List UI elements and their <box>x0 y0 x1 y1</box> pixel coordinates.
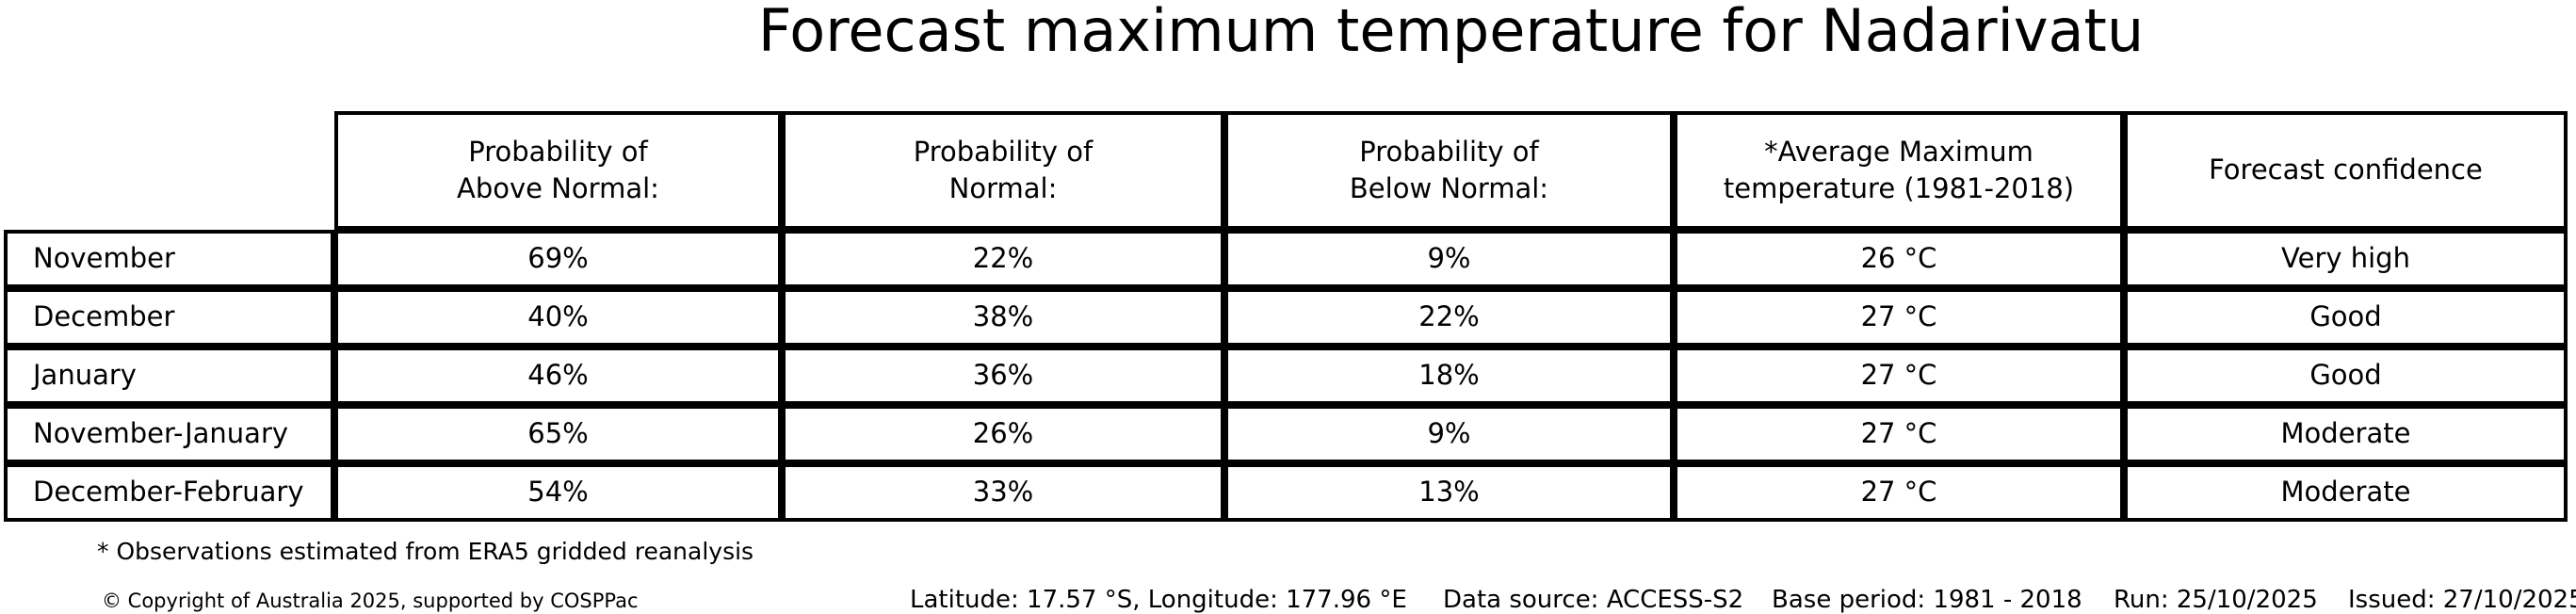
col-header-line: Forecast confidence <box>2209 154 2483 186</box>
row-label: January <box>4 347 334 405</box>
col-header-line: Normal: <box>948 172 1058 204</box>
base-period-text: Base period: 1981 - 2018 <box>1772 586 2082 614</box>
row-label: November <box>4 230 334 288</box>
copyright-text: © Copyright of Australia 2025, supported… <box>102 590 639 612</box>
table-row-december-february: December-February 54% 33% 13% 27 °C Mode… <box>4 463 2568 522</box>
cell-confidence: Good <box>2124 347 2568 405</box>
page-title: Forecast maximum temperature for Nadariv… <box>757 0 2145 65</box>
cell-above-normal: 54% <box>334 463 782 522</box>
cell-avg-max-temp: 27 °C <box>1674 405 2124 463</box>
data-source-text: Data source: ACCESS-S2 <box>1443 586 1744 614</box>
forecast-table: Probability of Above Normal: Probability… <box>4 111 2568 522</box>
col-header-line: temperature (1981-2018) <box>1723 172 2075 204</box>
cell-normal: 33% <box>782 463 1224 522</box>
row-label: December-February <box>4 463 334 522</box>
cell-above-normal: 40% <box>334 288 782 347</box>
cell-normal: 26% <box>782 405 1224 463</box>
cell-below-normal: 13% <box>1224 463 1674 522</box>
table-row-january: January 46% 36% 18% 27 °C Good <box>4 347 2568 405</box>
table-row-december: December 40% 38% 22% 27 °C Good <box>4 288 2568 347</box>
cell-normal: 36% <box>782 347 1224 405</box>
cell-above-normal: 69% <box>334 230 782 288</box>
table-row-november-january: November-January 65% 26% 9% 27 °C Modera… <box>4 405 2568 463</box>
col-header-avg-max-temp: *Average Maximum temperature (1981-2018) <box>1674 111 2124 230</box>
col-header-above-normal: Probability of Above Normal: <box>334 111 782 230</box>
cell-confidence: Moderate <box>2124 463 2568 522</box>
cell-confidence: Moderate <box>2124 405 2568 463</box>
col-header-line: Probability of <box>468 135 648 168</box>
table-row-november: November 69% 22% 9% 26 °C Very high <box>4 230 2568 288</box>
cell-normal: 38% <box>782 288 1224 347</box>
cell-below-normal: 22% <box>1224 288 1674 347</box>
cell-avg-max-temp: 27 °C <box>1674 463 2124 522</box>
cell-below-normal: 18% <box>1224 347 1674 405</box>
col-header-line: *Average Maximum <box>1764 135 2033 168</box>
col-header-forecast-confidence: Forecast confidence <box>2124 111 2568 230</box>
row-label: December <box>4 288 334 347</box>
table-header-row: Probability of Above Normal: Probability… <box>4 111 2568 230</box>
col-header-below-normal: Probability of Below Normal: <box>1224 111 1674 230</box>
cell-below-normal: 9% <box>1224 230 1674 288</box>
col-header-line: Probability of <box>913 135 1094 168</box>
cell-confidence: Good <box>2124 288 2568 347</box>
footnote: * Observations estimated from ERA5 gridd… <box>97 538 754 565</box>
cell-above-normal: 46% <box>334 347 782 405</box>
cell-avg-max-temp: 26 °C <box>1674 230 2124 288</box>
table-corner-empty <box>4 111 334 230</box>
row-label: November-January <box>4 405 334 463</box>
col-header-line: Above Normal: <box>457 172 659 204</box>
cell-normal: 22% <box>782 230 1224 288</box>
col-header-line: Probability of <box>1359 135 1539 168</box>
location-coordinates: Latitude: 17.57 °S, Longitude: 177.96 °E <box>910 586 1407 614</box>
cell-confidence: Very high <box>2124 230 2568 288</box>
cell-avg-max-temp: 27 °C <box>1674 288 2124 347</box>
run-date-text: Run: 25/10/2025 <box>2114 586 2318 614</box>
cell-below-normal: 9% <box>1224 405 1674 463</box>
col-header-normal: Probability of Normal: <box>782 111 1224 230</box>
col-header-line: Below Normal: <box>1349 172 1549 204</box>
issued-date-text: Issued: 27/10/2025 <box>2348 586 2576 614</box>
cell-above-normal: 65% <box>334 405 782 463</box>
cell-avg-max-temp: 27 °C <box>1674 347 2124 405</box>
